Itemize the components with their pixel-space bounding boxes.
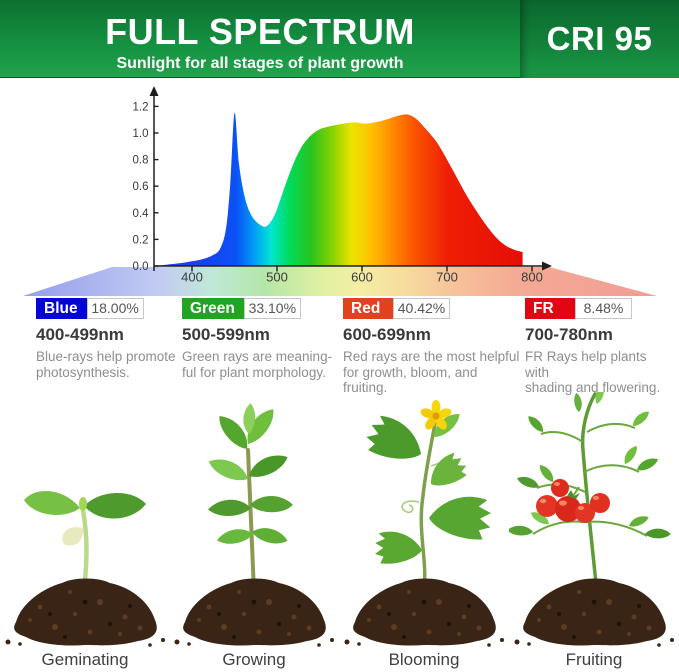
band-card-red: Red 40.42% 600-699nm Red rays are the mo… (343, 298, 523, 396)
cri-value: CRI 95 (546, 20, 653, 57)
axes (153, 94, 544, 271)
y-tick-label: 0.2 (133, 234, 149, 246)
band-card-green: Green 33.10% 500-599nm Green rays are me… (182, 298, 342, 380)
band-description: Blue-rays help promote photosynthesis. (36, 349, 176, 380)
stage-label: Growing (222, 650, 286, 669)
band-range: 400-499nm (36, 325, 124, 344)
band-chip: Blue 18.00% (36, 298, 182, 319)
band-range: 700-780nm (525, 325, 613, 344)
soil-mound (174, 578, 334, 647)
soil-mound (344, 578, 504, 647)
x-tick-label: 700 (436, 270, 458, 285)
band-description: Red rays are the most helpful for growth… (343, 349, 520, 395)
band-chip: Red 40.42% (343, 298, 523, 319)
spectrum-chart: 400 500 600 700 800 0.0 0.2 0.4 0.6 0.8 1.0 1.2 (0, 85, 679, 300)
band-percent: 18.00% (86, 298, 144, 319)
x-axis-arrow (542, 261, 552, 271)
band-name: Blue (36, 298, 87, 319)
stage-label: Geminating (41, 650, 129, 669)
band-name: Red (343, 298, 393, 319)
band-chip: Green 33.10% (182, 298, 342, 319)
stage-blooming: Blooming (339, 392, 509, 669)
band-percent: 8.48% (575, 298, 632, 319)
soil-mound (5, 578, 165, 647)
band-percent: 40.42% (393, 298, 450, 319)
soil-mound (514, 578, 674, 647)
germinating-plant-illustration (5, 490, 165, 647)
band-cards: Blue 18.00% 400-499nm Blue-rays help pro… (0, 298, 679, 395)
x-tick-label: 400 (181, 270, 203, 285)
band-name: Green (182, 298, 244, 319)
x-tick-label: 600 (351, 270, 373, 285)
page-title: FULL SPECTRUM (105, 11, 415, 52)
stage-fruiting: Fruiting (509, 392, 679, 669)
spectrum-chart-svg: 400 500 600 700 800 0.0 0.2 0.4 0.6 0.8 1.0 1.2 (23, 86, 657, 296)
light-beam-shape (23, 267, 657, 296)
x-tick-label: 800 (521, 270, 543, 285)
yellow-flower (420, 400, 452, 430)
stage-label: Fruiting (565, 650, 623, 669)
band-chip: FR 8.48% (525, 298, 673, 319)
band-range: 500-599nm (182, 325, 270, 344)
band-range: 600-699nm (343, 325, 431, 344)
band-name: FR (525, 298, 575, 319)
y-tick-label: 0.8 (133, 155, 149, 167)
growing-plant-illustration (174, 402, 334, 647)
band-card-fr: FR 8.48% 700-780nm FR Rays help plants w… (525, 298, 673, 396)
page-subtitle: Sunlight for all stages of plant growth (116, 55, 404, 72)
x-tick-label: 500 (266, 270, 288, 285)
y-tick-label: 1.0 (133, 128, 149, 140)
spectrum-curve (153, 112, 523, 267)
cri-badge: CRI 95 (520, 0, 679, 78)
band-description: FR Rays help plants with shading and flo… (525, 349, 661, 395)
y-axis-arrow (149, 86, 159, 96)
tomato-cluster (536, 479, 610, 523)
y-tick-label: 0.6 (133, 181, 149, 193)
stage-label: Blooming (388, 650, 460, 669)
blooming-plant-illustration (344, 400, 504, 647)
growth-stages: Geminating Growing (0, 392, 679, 672)
fruiting-plant-illustration (509, 392, 674, 647)
y-tick-label: 0.4 (133, 208, 150, 220)
band-percent: 33.10% (243, 298, 301, 319)
tick-layer: 400 500 600 700 800 0.0 0.2 0.4 0.6 0.8 1.0 1.2 (133, 101, 543, 284)
band-card-blue: Blue 18.00% 400-499nm Blue-rays help pro… (36, 298, 182, 380)
y-tick-label: 1.2 (133, 101, 149, 113)
y-tick-label: 0.0 (133, 261, 149, 273)
band-description: Green rays are meaning- ful for plant mo… (182, 349, 333, 380)
stage-germinating: Geminating (0, 392, 170, 669)
stage-growing: Growing (169, 392, 339, 669)
header-banner: FULL SPECTRUM Sunlight for all stages of… (0, 0, 679, 78)
header-text-block: FULL SPECTRUM Sunlight for all stages of… (0, 0, 520, 78)
